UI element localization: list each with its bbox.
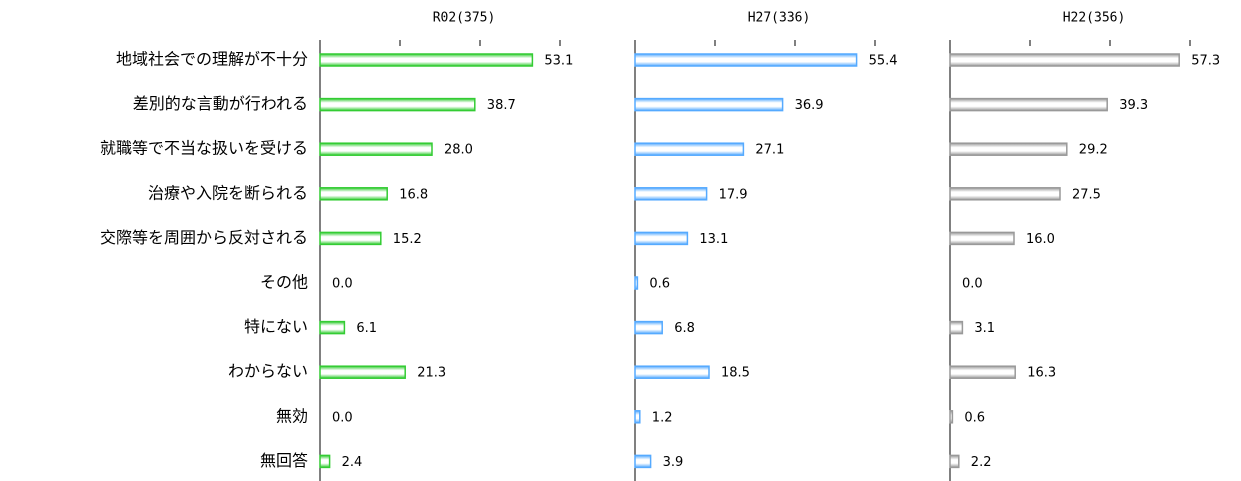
data-label: 27.1 bbox=[755, 143, 784, 158]
bar bbox=[949, 187, 1061, 201]
data-label: 0.0 bbox=[962, 277, 983, 292]
data-label: 53.1 bbox=[544, 54, 573, 69]
bar bbox=[319, 97, 476, 112]
data-label: 3.9 bbox=[663, 455, 684, 470]
bar bbox=[634, 365, 710, 379]
data-label: 0.0 bbox=[332, 410, 353, 425]
category-label: 治療や入院を断られる bbox=[148, 183, 308, 202]
data-label: 0.0 bbox=[332, 277, 353, 292]
bar bbox=[949, 365, 1016, 379]
bar bbox=[949, 320, 964, 335]
category-label: 無効 bbox=[276, 406, 308, 425]
category-label: わからない bbox=[228, 362, 308, 381]
bar bbox=[634, 454, 652, 469]
category-label: 地域社会での理解が不十分 bbox=[116, 50, 308, 69]
category-label: 無回答 bbox=[260, 451, 308, 470]
bar bbox=[634, 276, 639, 290]
data-label: 6.1 bbox=[356, 321, 377, 336]
bar bbox=[634, 142, 745, 156]
bar bbox=[634, 187, 708, 201]
data-label: 2.2 bbox=[971, 455, 992, 470]
bar bbox=[319, 53, 534, 67]
category-label: 特にない bbox=[244, 317, 308, 336]
bar bbox=[949, 97, 1108, 112]
data-label: 28.0 bbox=[444, 143, 473, 158]
bar bbox=[319, 142, 433, 156]
bar bbox=[949, 142, 1068, 156]
data-label: 39.3 bbox=[1119, 98, 1148, 113]
bar bbox=[949, 410, 954, 424]
bar bbox=[319, 187, 388, 201]
data-label: 15.2 bbox=[393, 232, 422, 247]
panel-title: H22(356) bbox=[1063, 11, 1126, 26]
data-label: 18.5 bbox=[721, 366, 750, 381]
panel-title: H27(336) bbox=[748, 11, 811, 26]
category-label: 交際等を周囲から反対される bbox=[100, 228, 308, 247]
data-label: 1.2 bbox=[652, 410, 673, 425]
category-label: その他 bbox=[260, 273, 308, 292]
bar bbox=[319, 365, 406, 379]
data-label: 38.7 bbox=[487, 98, 516, 113]
data-label: 21.3 bbox=[417, 366, 446, 381]
bar bbox=[319, 320, 346, 335]
bar bbox=[634, 53, 858, 67]
data-label: 17.9 bbox=[719, 187, 748, 202]
data-label: 3.1 bbox=[974, 321, 995, 336]
data-label: 0.6 bbox=[964, 410, 985, 425]
data-label: 16.8 bbox=[399, 187, 428, 202]
bar bbox=[634, 231, 689, 246]
data-label: 6.8 bbox=[674, 321, 695, 336]
bar bbox=[949, 454, 960, 469]
panel-title: R02(375) bbox=[433, 11, 496, 26]
category-label: 就職等で不当な扱いを受ける bbox=[100, 139, 308, 158]
bar bbox=[319, 231, 382, 246]
bar bbox=[634, 97, 784, 112]
bar bbox=[634, 410, 641, 424]
data-label: 55.4 bbox=[869, 54, 898, 69]
data-label: 29.2 bbox=[1079, 143, 1108, 158]
data-label: 16.0 bbox=[1026, 232, 1055, 247]
data-label: 2.4 bbox=[342, 455, 363, 470]
bar bbox=[949, 231, 1015, 246]
data-label: 36.9 bbox=[795, 98, 824, 113]
data-label: 0.6 bbox=[649, 277, 670, 292]
category-label: 差別的な言動が行われる bbox=[133, 94, 308, 113]
data-label: 16.3 bbox=[1027, 366, 1056, 381]
bar bbox=[319, 454, 331, 469]
data-label: 13.1 bbox=[699, 232, 728, 247]
bar bbox=[634, 320, 663, 335]
bar bbox=[949, 53, 1180, 67]
data-label: 27.5 bbox=[1072, 187, 1101, 202]
data-label: 57.3 bbox=[1191, 54, 1220, 69]
